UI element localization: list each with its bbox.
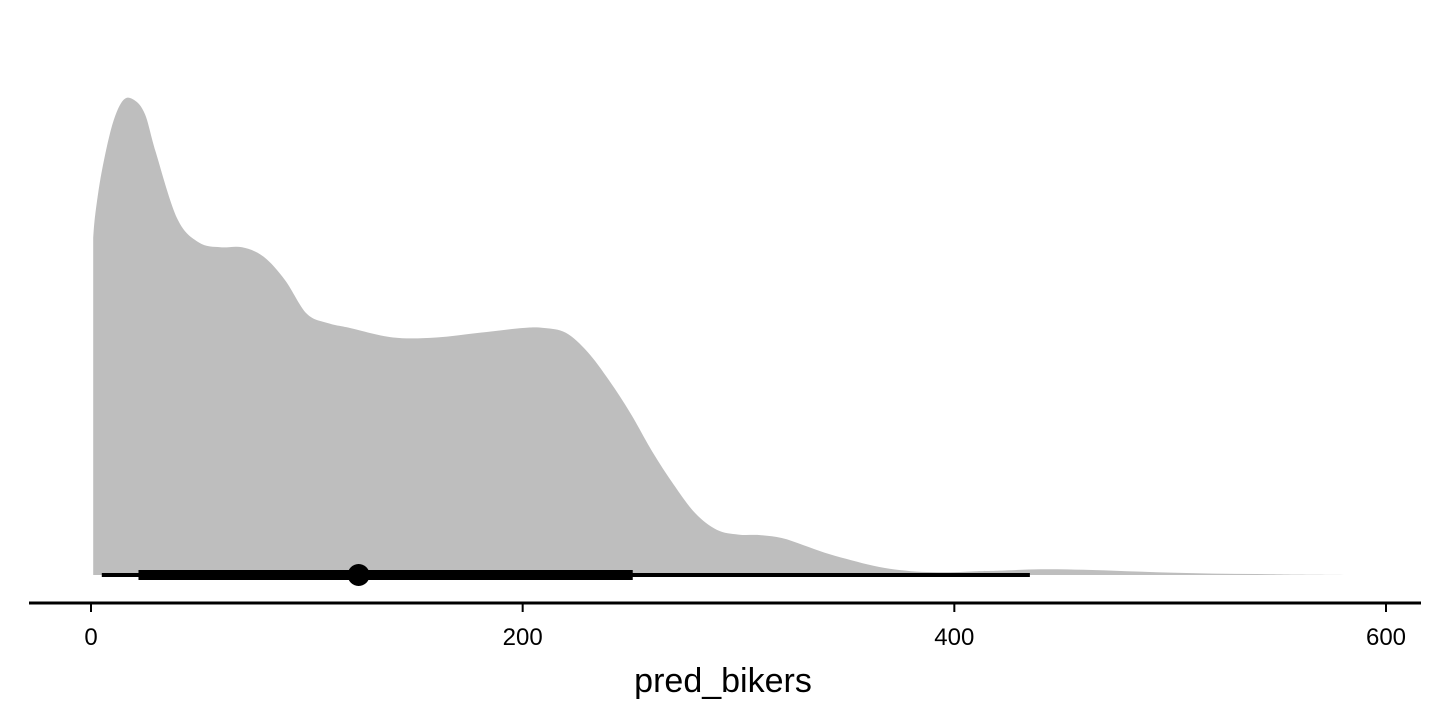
x-tick-label-0: 0 [84, 624, 97, 651]
point-estimate [347, 564, 370, 586]
x-axis-title: pred_bikers [634, 662, 812, 700]
x-tick-label-200: 200 [503, 624, 543, 651]
x-tick-label-600: 600 [1366, 624, 1406, 651]
density-area [93, 97, 1354, 575]
x-axis-ticks: 0 200 400 600 [84, 603, 1406, 651]
x-tick-label-400: 400 [934, 624, 974, 651]
